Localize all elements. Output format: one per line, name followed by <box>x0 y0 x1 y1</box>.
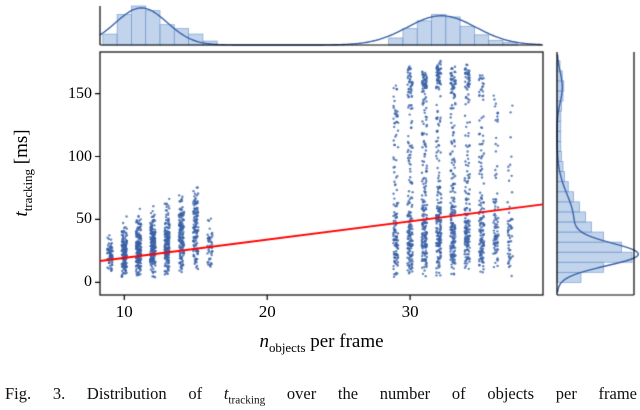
x-axis-label: nobjects per frame <box>100 331 543 356</box>
y-axis-rest: [ms] <box>11 129 32 169</box>
y-tick-label-100: 100 <box>68 147 92 165</box>
y-axis-label: ttracking [ms] <box>11 83 37 263</box>
figure-caption: Fig. 3. Distribution of ttracking over t… <box>5 384 637 410</box>
x-axis-rest: per frame <box>305 331 384 352</box>
y-tick-label-150: 150 <box>68 84 92 102</box>
x-tick-label-30: 30 <box>401 302 419 321</box>
x-axis-var: n <box>259 331 269 352</box>
x-tick-label-20: 20 <box>258 302 276 321</box>
caption-subscript: tracking <box>228 394 266 407</box>
y-axis-var: t <box>11 211 32 217</box>
jointplot-canvas <box>0 0 640 370</box>
y-tick-label-50: 50 <box>76 210 92 228</box>
x-axis-subscript: objects <box>268 339 306 355</box>
caption-prefix: Fig. 3. Distribution of <box>5 384 224 403</box>
y-tick-label-0: 0 <box>84 273 92 291</box>
caption-suffix: over the number of objects per frame <box>265 384 637 403</box>
caption-var: t <box>223 384 229 403</box>
y-axis-subscript: tracking <box>19 169 35 212</box>
x-tick-label-10: 10 <box>115 302 133 321</box>
